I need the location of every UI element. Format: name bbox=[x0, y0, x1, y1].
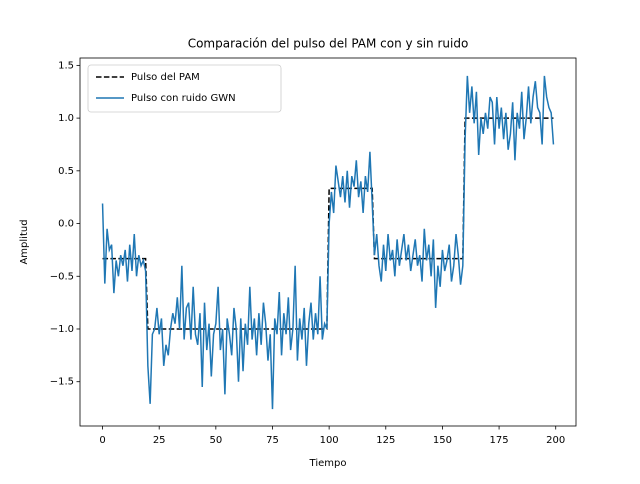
legend-label: Pulso del PAM bbox=[131, 72, 200, 83]
x-tick-label: 0 bbox=[99, 435, 105, 446]
x-tick-label: 100 bbox=[320, 435, 339, 446]
series-line bbox=[101, 75, 555, 410]
x-tick-label: 25 bbox=[153, 435, 166, 446]
legend-label: Pulso con ruido GWN bbox=[131, 93, 236, 104]
y-tick-label: 1.0 bbox=[58, 113, 74, 124]
y-tick-label: 0.0 bbox=[58, 219, 74, 230]
x-tick-label: 175 bbox=[490, 435, 509, 446]
x-axis-label: Tiempo bbox=[309, 458, 347, 469]
y-tick-label: 0.5 bbox=[58, 166, 74, 177]
plot-frame bbox=[79, 57, 577, 427]
y-tick-label: −1.5 bbox=[50, 377, 74, 388]
y-axis-label: Amplitud bbox=[19, 219, 30, 264]
y-tick-label: −0.5 bbox=[50, 271, 74, 282]
legend-box bbox=[87, 64, 282, 113]
x-tick-label: 125 bbox=[376, 435, 395, 446]
x-tick-label: 50 bbox=[209, 435, 222, 446]
y-tick-label: −1.0 bbox=[50, 324, 74, 335]
x-tick-label: 75 bbox=[266, 435, 279, 446]
x-tick-label: 200 bbox=[546, 435, 565, 446]
y-tick-label: 1.5 bbox=[58, 60, 74, 71]
x-tick-label: 150 bbox=[433, 435, 452, 446]
chart-title: Comparación del pulso del PAM con y sin … bbox=[188, 37, 469, 51]
